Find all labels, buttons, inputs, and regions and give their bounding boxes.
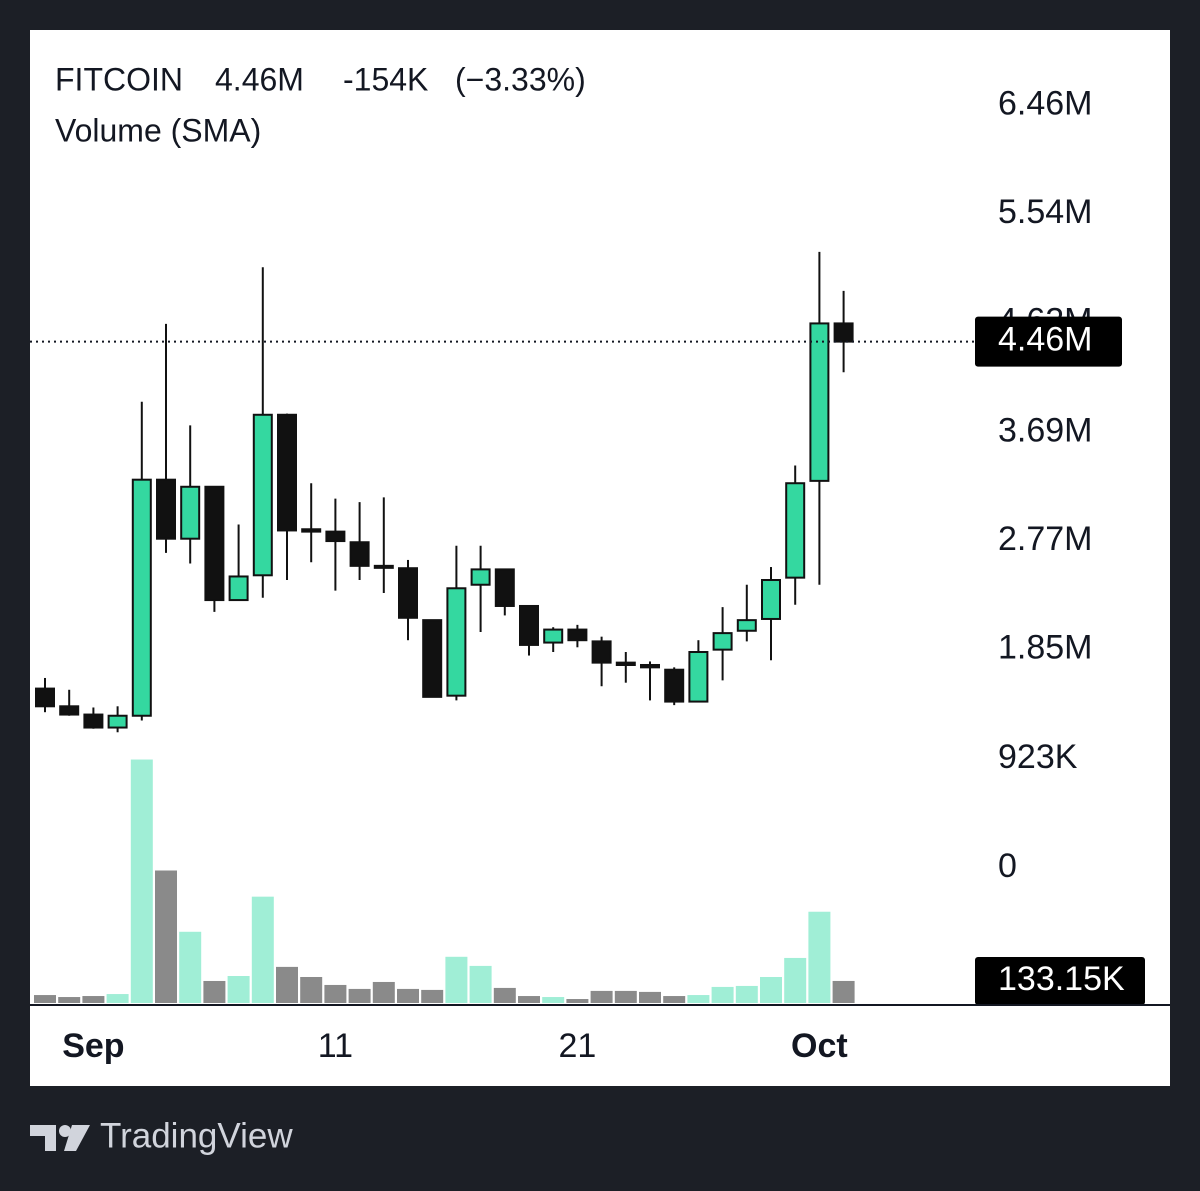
volume-bar [155, 870, 177, 1003]
y-tick-label: 6.46M [998, 85, 1093, 123]
volume-bar [542, 997, 565, 1003]
volume-bar [590, 990, 613, 1003]
volume-bar [711, 986, 734, 1003]
volume-bar [566, 999, 589, 1003]
candle-body [228, 575, 249, 602]
volume-bar [639, 991, 661, 1003]
candle-body [615, 661, 636, 666]
candle-body [567, 628, 588, 642]
candle-body [83, 713, 104, 729]
candle-body [180, 485, 201, 540]
volume-bar [324, 984, 347, 1003]
candle-body [543, 628, 564, 644]
volume-bar [469, 965, 492, 1003]
logo [30, 1125, 90, 1151]
candle-body [833, 322, 854, 343]
volume-bar [397, 988, 419, 1003]
volume-bar [760, 976, 782, 1003]
x-tick-label: 11 [318, 1027, 353, 1065]
candle-body [712, 632, 733, 651]
x-tick-label: Oct [791, 1027, 848, 1065]
volume-bar [445, 956, 468, 1003]
y-tick-label: 923K [998, 738, 1078, 776]
candle-body [325, 530, 346, 543]
volume-bar [276, 966, 298, 1003]
candle-body [809, 322, 830, 482]
candle-body [398, 567, 418, 619]
logo-dot [59, 1125, 71, 1137]
volume-bar [421, 989, 444, 1003]
candle-body [761, 579, 781, 620]
candle-body [470, 568, 491, 586]
candle-body [35, 687, 55, 708]
candle-body [664, 668, 685, 703]
y-tick-label: 2.77M [998, 520, 1093, 558]
volume-bar [372, 981, 395, 1003]
candle-body [156, 478, 176, 540]
volume-label-box [975, 956, 1145, 1005]
candle-body [736, 619, 757, 632]
candle-body [422, 619, 443, 698]
indicator-name: Volume (SMA) [55, 112, 261, 148]
price-change-pct: (−3.33%) [455, 61, 586, 97]
volume-bar [832, 980, 855, 1003]
volume-bar [518, 996, 540, 1003]
last-price-label: 4.46M [998, 321, 1093, 359]
candle-body [252, 413, 273, 577]
last-price: 4.46M [215, 61, 304, 97]
volume-layer [34, 759, 855, 1003]
candle-body [204, 485, 225, 602]
volume-bar [58, 997, 81, 1003]
logo-slash [64, 1125, 90, 1151]
volume-bar [130, 759, 153, 1003]
last-price-box [975, 316, 1122, 367]
candle-body [494, 568, 515, 607]
volume-bar [735, 985, 758, 1003]
candle-body [107, 714, 128, 729]
volume-bar [300, 976, 323, 1003]
candle-body [131, 478, 152, 717]
y-tick-label: 1.85M [998, 629, 1093, 667]
logo-mark [30, 1125, 56, 1151]
volume-bar [251, 896, 274, 1003]
volume-bar [808, 911, 831, 1003]
candle-body [277, 413, 297, 532]
y-tick-label: 5.54M [998, 193, 1093, 231]
volume-bar [203, 980, 226, 1003]
volume-bar [106, 994, 129, 1003]
candle-body [373, 564, 394, 569]
candle-body [349, 541, 370, 567]
candle-layer [35, 251, 854, 733]
volume-bar [784, 957, 807, 1003]
volume-bar [34, 995, 56, 1003]
volume-bar [493, 987, 516, 1003]
volume-bar [614, 990, 637, 1003]
candle-body [688, 651, 709, 703]
candle-body [301, 528, 322, 533]
candle-body [591, 640, 612, 664]
volume-bar [687, 995, 710, 1003]
x-tick-label: 21 [558, 1027, 596, 1065]
candle-body [785, 482, 806, 579]
volume-bar [179, 931, 202, 1003]
price-change: -154K [343, 61, 428, 97]
volume-bar [663, 996, 686, 1003]
volume-bar [227, 976, 250, 1003]
candle-body [640, 663, 660, 669]
label-layer: Sep 11 21 Oct 133.15K 4.46M [30, 316, 1145, 1065]
volume-label: 133.15K [998, 960, 1125, 998]
y-tick-label: 0 [998, 847, 1017, 885]
candle-body [519, 604, 539, 646]
candle-body [59, 705, 80, 716]
volume-bar [82, 996, 105, 1003]
y-tick-label: 3.69M [998, 411, 1093, 449]
volume-bar [348, 988, 371, 1003]
x-tick-label: Sep [62, 1027, 124, 1065]
brand: TradingView [100, 1116, 293, 1155]
symbol: FITCOIN [55, 61, 183, 97]
candle-body [446, 587, 467, 697]
